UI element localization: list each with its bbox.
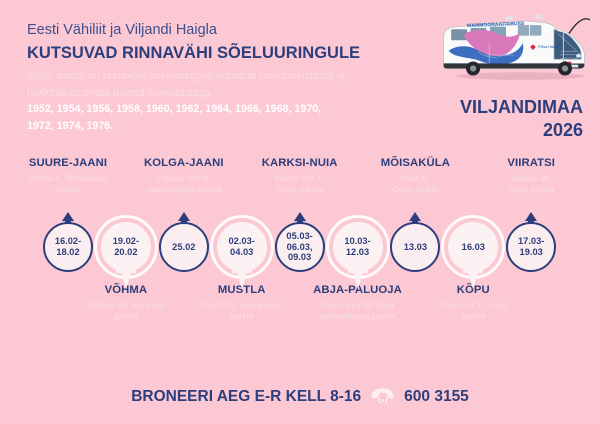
svg-text:Põlva Haigla: Põlva Haigla xyxy=(538,45,560,49)
